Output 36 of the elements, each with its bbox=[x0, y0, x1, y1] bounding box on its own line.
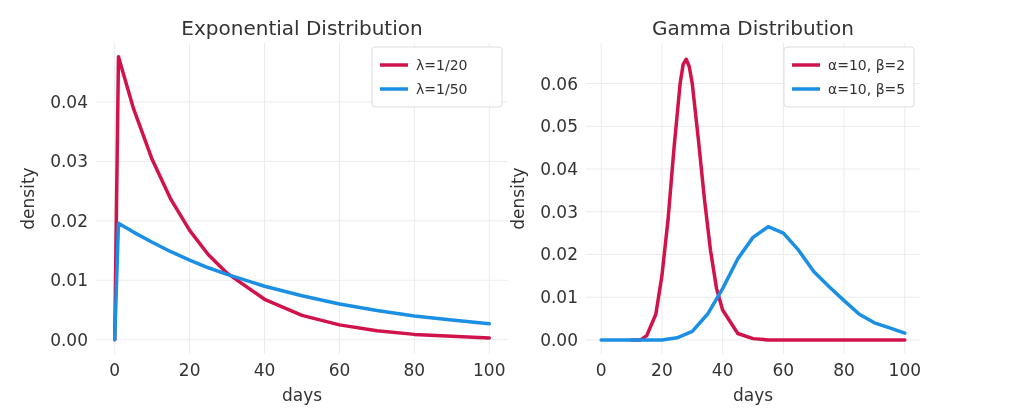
x-tick-label: 20 bbox=[178, 360, 201, 380]
x-axis-title: days bbox=[732, 385, 774, 405]
y-tick-label: 0.01 bbox=[50, 270, 88, 291]
y-axis-title: density bbox=[18, 167, 38, 230]
legend-label: α=10, β=5 bbox=[828, 81, 906, 97]
x-tick-label: 100 bbox=[473, 360, 506, 380]
x-tick-label: 60 bbox=[328, 360, 351, 380]
chart-title: Exponential Distribution bbox=[181, 16, 423, 40]
x-tick-label: 80 bbox=[833, 360, 855, 380]
y-tick-label: 0.04 bbox=[540, 159, 578, 180]
y-tick-label: 0.04 bbox=[50, 91, 88, 112]
legend-label: λ=1/20 bbox=[416, 57, 468, 73]
x-tick-label: 20 bbox=[651, 360, 673, 380]
x-tick-label: 0 bbox=[595, 360, 607, 380]
x-tick-label: 60 bbox=[772, 360, 795, 380]
x-axis-title: days bbox=[281, 385, 323, 405]
x-tick-label: 40 bbox=[253, 360, 276, 380]
y-tick-label: 0.03 bbox=[540, 201, 578, 222]
x-tick-label: 0 bbox=[109, 360, 121, 380]
y-tick-label: 0.01 bbox=[540, 287, 578, 308]
y-tick-label: 0.00 bbox=[50, 329, 88, 350]
legend-label: α=10, β=2 bbox=[828, 57, 906, 73]
y-axis-title: density bbox=[508, 167, 528, 230]
chart-title: Gamma Distribution bbox=[651, 16, 855, 40]
line-series bbox=[599, 224, 907, 342]
y-tick-label: 0.02 bbox=[50, 210, 88, 231]
y-tick-label: 0.02 bbox=[540, 244, 578, 265]
x-tick-label: 100 bbox=[888, 360, 922, 380]
y-tick-label: 0.00 bbox=[540, 329, 578, 350]
y-tick-label: 0.06 bbox=[540, 73, 578, 94]
legend-label: λ=1/50 bbox=[416, 81, 468, 97]
y-tick-label: 0.03 bbox=[50, 151, 88, 172]
x-tick-label: 80 bbox=[403, 360, 426, 380]
line-series bbox=[112, 221, 492, 342]
y-tick-label: 0.05 bbox=[540, 116, 578, 137]
x-tick-label: 40 bbox=[711, 360, 734, 380]
